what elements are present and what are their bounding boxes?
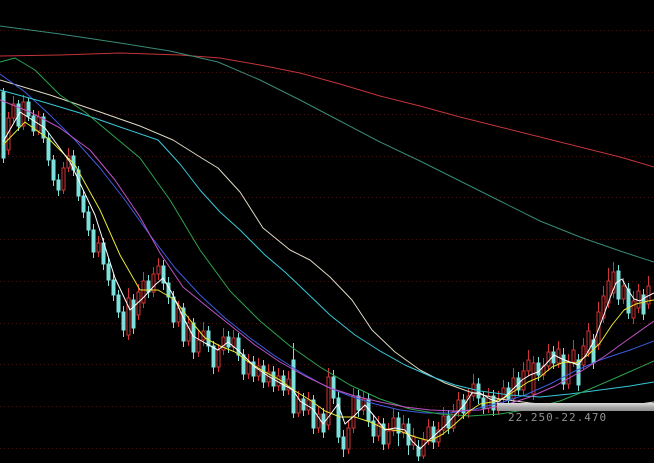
candle-down [121, 311, 126, 331]
candle-up [126, 297, 131, 336]
candle-up [611, 271, 616, 294]
candle-up [556, 348, 561, 364]
candle-up [216, 349, 221, 368]
candle-down [626, 288, 631, 314]
ma-line-ma_teal_long [0, 25, 654, 263]
candle-down [211, 345, 216, 368]
candle-down [51, 159, 56, 181]
candle-down [491, 395, 496, 411]
candle-up [376, 423, 381, 437]
candle-up [346, 427, 351, 450]
candle-up [521, 370, 526, 391]
candle-down [536, 362, 541, 376]
candle-up [581, 345, 586, 366]
candle-down [46, 137, 51, 161]
candle-up [586, 330, 591, 353]
candle-down [116, 294, 121, 313]
candle-down [371, 420, 376, 437]
candle-up [186, 322, 191, 342]
candle-down [111, 279, 116, 296]
candle-up [141, 280, 146, 304]
candle-up [351, 395, 356, 429]
ma-line-ma_white [2, 111, 654, 450]
candle-down [86, 211, 91, 231]
candle-down [291, 359, 296, 414]
candle-down [81, 195, 86, 213]
candle-up [466, 395, 471, 414]
candle-up [286, 378, 291, 391]
candle-down [341, 436, 346, 450]
candle-down [206, 330, 211, 347]
candle-up [526, 359, 531, 372]
scrollbar-thumb[interactable] [497, 403, 654, 411]
candle-down [551, 351, 556, 364]
candle-down [191, 322, 196, 353]
candle-up [426, 426, 431, 441]
candle-down [131, 299, 136, 329]
candle-up [571, 349, 576, 363]
candle-up [546, 351, 551, 367]
candle-up [316, 413, 321, 429]
candle-up [61, 167, 66, 191]
candle-up [151, 273, 156, 293]
candle-down [641, 294, 646, 315]
candle-down [396, 417, 401, 434]
candle-down [311, 399, 316, 429]
candle-down [56, 179, 61, 191]
candle-down [171, 296, 176, 323]
candle-up [421, 439, 426, 457]
candle-up [636, 290, 641, 309]
candle-down [31, 115, 36, 132]
candle-down [301, 398, 306, 411]
candle-down [336, 397, 341, 438]
candle-down [236, 337, 241, 356]
candle-up [631, 300, 636, 319]
candle-up [246, 361, 251, 375]
candle-up [11, 103, 16, 119]
ma-line-ma_cyan [0, 89, 654, 398]
candle-down [91, 229, 96, 253]
candle-down [181, 307, 186, 342]
candle-up [326, 376, 331, 426]
candle-down [1, 91, 6, 159]
ma-line-ma_magenta [0, 99, 654, 412]
candle-down [26, 101, 31, 117]
candle-down [251, 361, 256, 377]
candle-up [196, 339, 201, 353]
candle-up [391, 417, 396, 432]
price-range-label: 22.250-22.470 [508, 411, 608, 424]
candle-up [601, 295, 606, 319]
candle-down [616, 270, 621, 300]
candle-up [386, 430, 391, 445]
candle-up [96, 242, 101, 253]
candle-down [106, 263, 111, 281]
candle-up [621, 285, 626, 300]
ma-line-ma_red_long [0, 52, 654, 168]
candle-down [461, 399, 466, 414]
candle-up [531, 362, 536, 395]
candle-up [401, 423, 406, 434]
candle-down [161, 265, 166, 284]
candle-down [356, 395, 361, 411]
candle-up [221, 336, 226, 351]
candle-up [441, 415, 446, 431]
candle-down [561, 354, 566, 385]
candle-up [156, 265, 161, 275]
candle-down [331, 376, 336, 399]
candle-down [381, 423, 386, 445]
candle-up [566, 361, 571, 385]
